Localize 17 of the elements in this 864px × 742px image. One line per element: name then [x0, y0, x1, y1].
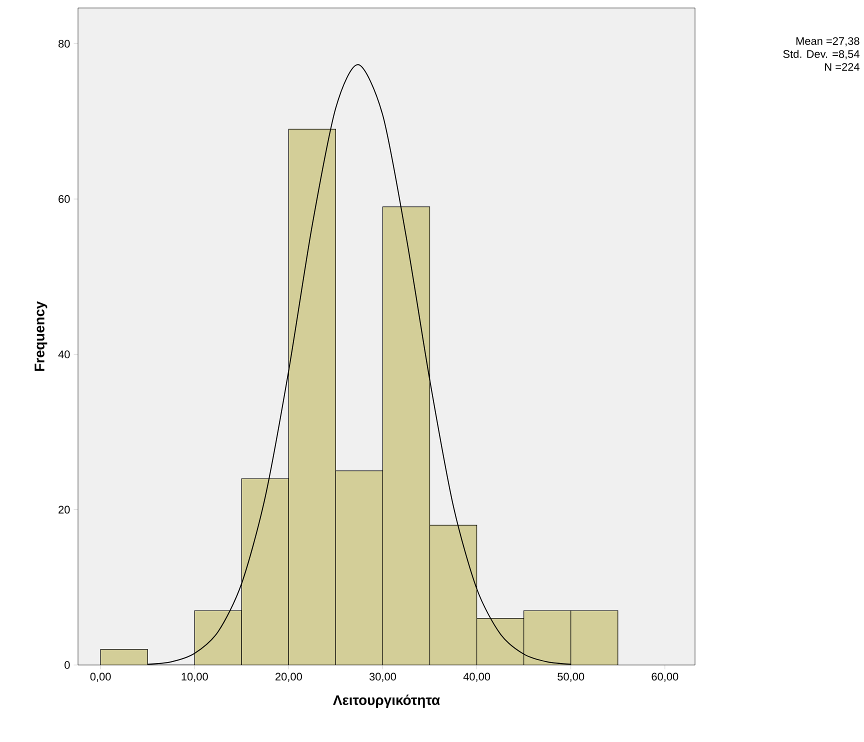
y-tick-label: 40 — [58, 350, 70, 358]
text: Std. Dev. =8,54 — [783, 50, 860, 60]
y-axis-title: Frequency — [34, 301, 48, 371]
y-tick-label: 60 — [58, 195, 70, 203]
y-tick-label: 0 — [64, 661, 70, 669]
x-tick-label: 60,00 — [652, 672, 678, 682]
x-tick-label: 10,00 — [182, 672, 208, 682]
y-tick-label: 80 — [58, 40, 70, 48]
text: N =224 — [825, 63, 860, 71]
x-tick-label: 0,00 — [90, 672, 111, 682]
x-tick-label: 30,00 — [369, 672, 396, 682]
text: Mean =27,38 — [796, 37, 860, 46]
y-tick-label: 20 — [58, 506, 70, 514]
x-tick-label: 20,00 — [276, 672, 302, 682]
x-axis-title: Λειτουργικότητα — [333, 694, 440, 708]
x-tick-label: 40,00 — [463, 672, 490, 682]
x-tick-label: 50,00 — [558, 672, 584, 682]
